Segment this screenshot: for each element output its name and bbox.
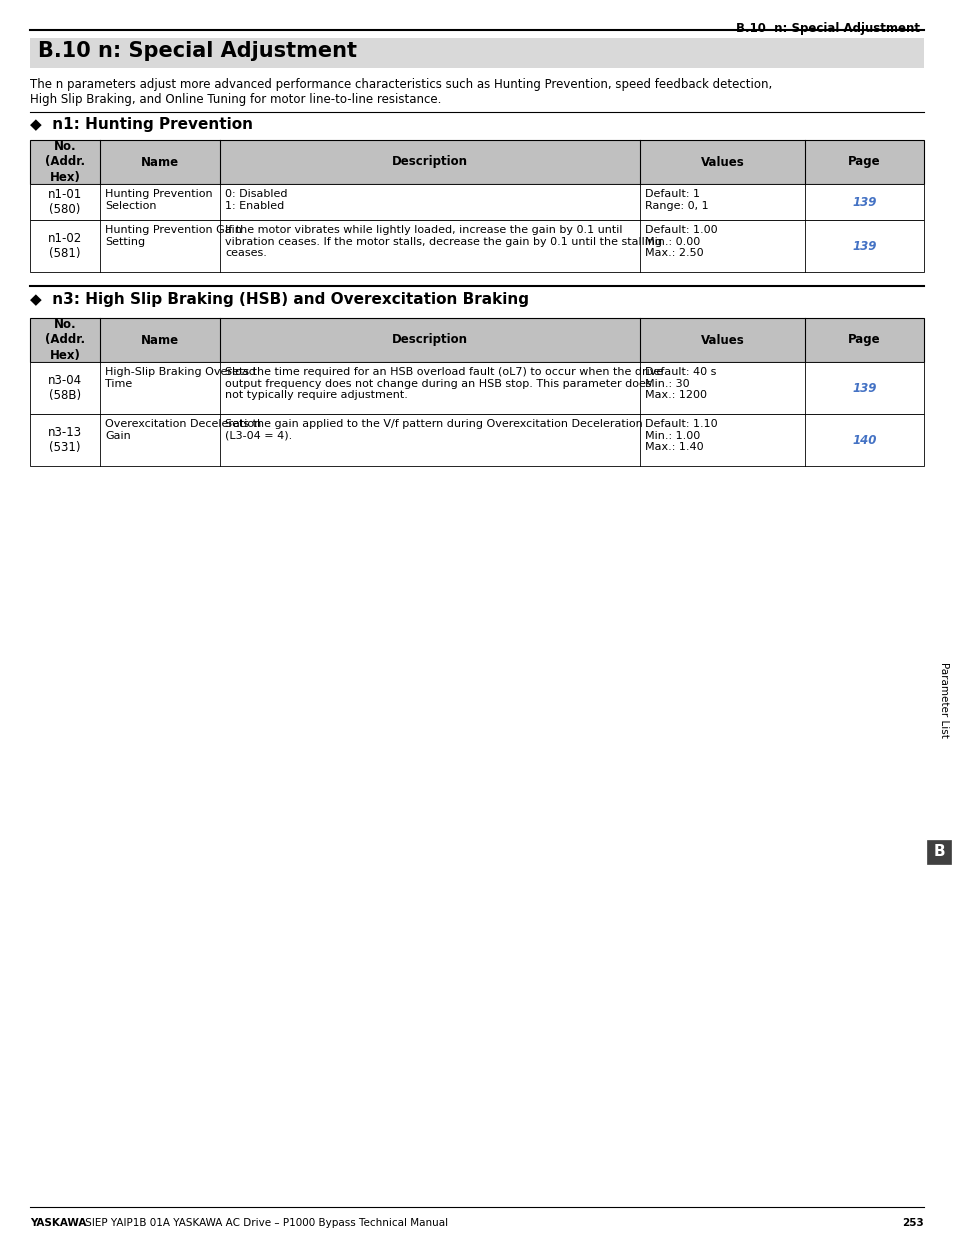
Text: Values: Values <box>700 333 743 347</box>
Text: 253: 253 <box>902 1218 923 1228</box>
Text: No.
(Addr.
Hex): No. (Addr. Hex) <box>45 141 85 184</box>
Text: n3-13
(531): n3-13 (531) <box>48 426 82 454</box>
Text: No.
(Addr.
Hex): No. (Addr. Hex) <box>45 319 85 362</box>
Text: Description: Description <box>392 156 468 168</box>
Text: YASKAWA: YASKAWA <box>30 1218 87 1228</box>
Bar <box>30 362 923 414</box>
Text: Default: 1
Range: 0, 1: Default: 1 Range: 0, 1 <box>644 189 708 211</box>
Text: Page: Page <box>847 156 880 168</box>
Bar <box>30 414 923 466</box>
Text: Sets the gain applied to the V/f pattern during Overexcitation Deceleration
(L3-: Sets the gain applied to the V/f pattern… <box>225 419 642 441</box>
Text: n3-04
(58B): n3-04 (58B) <box>48 374 82 403</box>
Text: B: B <box>932 845 943 860</box>
Text: Description: Description <box>392 333 468 347</box>
Text: B.10  n: Special Adjustment: B.10 n: Special Adjustment <box>735 22 919 35</box>
Text: High-Slip Braking Overload
Time: High-Slip Braking Overload Time <box>105 367 255 389</box>
Text: B.10 n: Special Adjustment: B.10 n: Special Adjustment <box>38 41 356 61</box>
Text: 140: 140 <box>851 433 876 447</box>
Text: ◆  n1: Hunting Prevention: ◆ n1: Hunting Prevention <box>30 117 253 132</box>
Text: High Slip Braking, and Online Tuning for motor line-to-line resistance.: High Slip Braking, and Online Tuning for… <box>30 93 441 106</box>
Bar <box>30 140 923 184</box>
Text: Name: Name <box>141 156 179 168</box>
Bar <box>926 840 950 864</box>
Bar <box>30 184 923 220</box>
Text: Default: 1.10
Min.: 1.00
Max.: 1.40: Default: 1.10 Min.: 1.00 Max.: 1.40 <box>644 419 717 452</box>
Text: 139: 139 <box>851 195 876 209</box>
Text: Default: 1.00
Min.: 0.00
Max.: 2.50: Default: 1.00 Min.: 0.00 Max.: 2.50 <box>644 225 717 258</box>
Bar <box>30 317 923 362</box>
Bar <box>30 38 923 68</box>
Text: SIEP YAIP1B 01A YASKAWA AC Drive – P1000 Bypass Technical Manual: SIEP YAIP1B 01A YASKAWA AC Drive – P1000… <box>82 1218 448 1228</box>
Text: Default: 40 s
Min.: 30
Max.: 1200: Default: 40 s Min.: 30 Max.: 1200 <box>644 367 716 400</box>
Text: Name: Name <box>141 333 179 347</box>
Text: Overexcitation Deceleration
Gain: Overexcitation Deceleration Gain <box>105 419 261 441</box>
Text: ◆  n3: High Slip Braking (HSB) and Overexcitation Braking: ◆ n3: High Slip Braking (HSB) and Overex… <box>30 291 529 308</box>
Text: 139: 139 <box>851 240 876 252</box>
Text: Sets the time required for an HSB overload fault (oL7) to occur when the drive
o: Sets the time required for an HSB overlo… <box>225 367 662 400</box>
Text: If the motor vibrates while lightly loaded, increase the gain by 0.1 until
vibra: If the motor vibrates while lightly load… <box>225 225 661 258</box>
Text: Values: Values <box>700 156 743 168</box>
Text: The n parameters adjust more advanced performance characteristics such as Huntin: The n parameters adjust more advanced pe… <box>30 78 771 91</box>
Bar <box>30 220 923 272</box>
Text: Hunting Prevention
Selection: Hunting Prevention Selection <box>105 189 213 211</box>
Text: Hunting Prevention Gain
Setting: Hunting Prevention Gain Setting <box>105 225 242 247</box>
Text: Parameter List: Parameter List <box>938 662 948 739</box>
Text: n1-02
(581): n1-02 (581) <box>48 232 82 261</box>
Text: Page: Page <box>847 333 880 347</box>
Text: 0: Disabled
1: Enabled: 0: Disabled 1: Enabled <box>225 189 287 211</box>
Text: 139: 139 <box>851 382 876 394</box>
Text: n1-01
(580): n1-01 (580) <box>48 188 82 216</box>
